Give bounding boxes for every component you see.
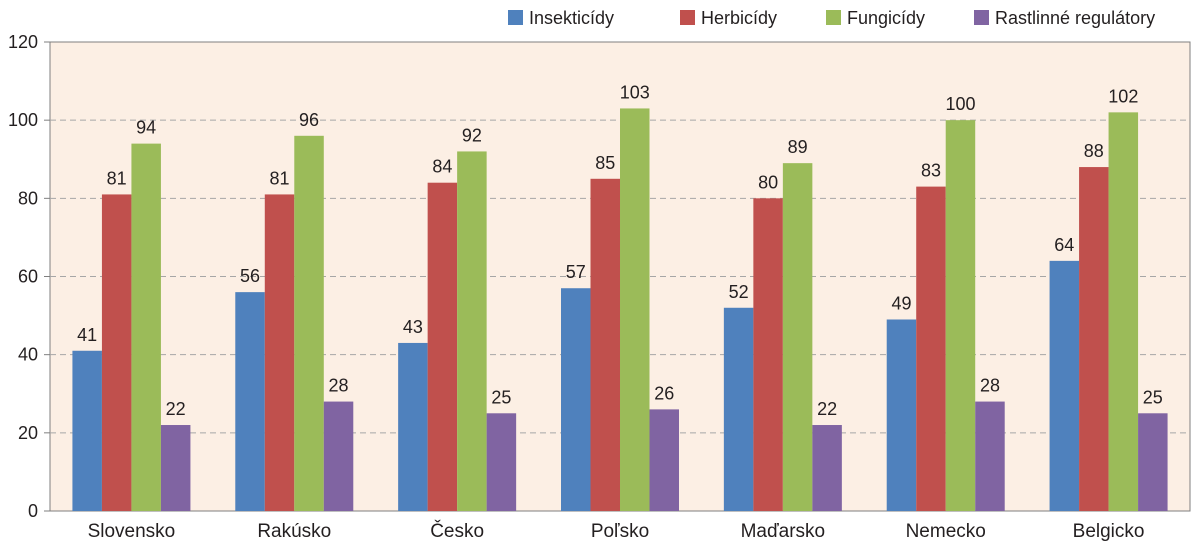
y-tick-label: 60 bbox=[18, 267, 38, 287]
data-label: 81 bbox=[270, 168, 290, 188]
data-label: 88 bbox=[1084, 141, 1104, 161]
y-tick-label: 40 bbox=[18, 345, 38, 365]
data-label: 64 bbox=[1054, 235, 1074, 255]
bar-rastlinné-regulátory-4 bbox=[812, 425, 842, 511]
data-label: 57 bbox=[566, 262, 586, 282]
x-tick-label: Poľsko bbox=[591, 521, 649, 542]
data-labels: 41 81 94 22 56 81 96 28 43 84 92 25 57 85 103 26 52 80 89 2… bbox=[77, 82, 1163, 419]
y-axis: 0 20 40 60 80 100 120 bbox=[8, 32, 50, 521]
bar-rastlinné-regulátory-0 bbox=[160, 425, 191, 511]
y-tick-label: 80 bbox=[18, 188, 38, 208]
data-label: 43 bbox=[403, 317, 423, 337]
bar-herbicídy-1 bbox=[264, 194, 295, 512]
legend-label: Rastlinné regulátory bbox=[995, 8, 1155, 28]
data-label: 25 bbox=[491, 387, 511, 407]
legend-label: Herbicídy bbox=[701, 8, 777, 28]
bar-rastlinné-regulátory-3 bbox=[649, 409, 679, 511]
data-label: 41 bbox=[77, 325, 97, 345]
data-label: 26 bbox=[654, 383, 674, 403]
data-label: 80 bbox=[758, 172, 778, 192]
bar-insekticídy-0 bbox=[72, 350, 102, 511]
x-tick-label: Rakúsko bbox=[257, 521, 331, 542]
data-label: 56 bbox=[240, 266, 260, 286]
data-label: 84 bbox=[432, 157, 452, 177]
x-tick-label: Slovensko bbox=[88, 521, 176, 542]
x-tick-label: Belgicko bbox=[1073, 521, 1145, 542]
legend: Insekticídy Herbicídy Fungicídy Rastlinné r… bbox=[508, 8, 1155, 28]
x-tick-label: Maďarsko bbox=[741, 521, 826, 542]
y-tick-label: 20 bbox=[18, 423, 38, 443]
bar-herbicídy-0 bbox=[101, 194, 132, 512]
legend-swatch-2 bbox=[826, 10, 841, 25]
data-label: 22 bbox=[166, 399, 186, 419]
x-axis: Slovensko Rakúsko Česko Poľsko Maďarsko Nemec… bbox=[88, 520, 1145, 542]
legend-swatch-3 bbox=[974, 10, 989, 25]
bar-insekticídy-4 bbox=[723, 307, 754, 511]
bar-herbicídy-2 bbox=[427, 182, 458, 511]
legend-label: Fungicídy bbox=[847, 8, 925, 28]
data-label: 81 bbox=[107, 168, 127, 188]
x-tick-label: Česko bbox=[430, 520, 484, 542]
bar-fungicídy-1 bbox=[294, 135, 324, 512]
bar-fungicídy-0 bbox=[131, 143, 161, 511]
data-label: 102 bbox=[1108, 86, 1138, 106]
bar-fungicídy-6 bbox=[1108, 112, 1139, 511]
data-label: 96 bbox=[299, 110, 319, 130]
data-label: 85 bbox=[595, 153, 615, 173]
bar-herbicídy-4 bbox=[753, 198, 783, 512]
bar-rastlinné-regulátory-6 bbox=[1138, 413, 1168, 511]
data-label: 28 bbox=[980, 376, 1000, 396]
bar-fungicídy-3 bbox=[620, 108, 650, 512]
data-label: 100 bbox=[945, 94, 975, 114]
data-label: 92 bbox=[462, 125, 482, 145]
bar-insekticídy-1 bbox=[235, 292, 265, 511]
data-label: 25 bbox=[1143, 387, 1163, 407]
data-label: 28 bbox=[329, 376, 349, 396]
data-label: 103 bbox=[620, 82, 650, 102]
bar-herbicídy-5 bbox=[916, 186, 946, 511]
bar-fungicídy-2 bbox=[457, 151, 487, 511]
bar-insekticídy-6 bbox=[1049, 260, 1080, 511]
bars bbox=[72, 108, 1168, 512]
legend-label: Insekticídy bbox=[529, 8, 614, 28]
bar-herbicídy-6 bbox=[1079, 167, 1109, 512]
bar-insekticídy-3 bbox=[561, 288, 591, 511]
data-label: 83 bbox=[921, 161, 941, 181]
data-label: 94 bbox=[136, 118, 156, 138]
data-label: 22 bbox=[817, 399, 837, 419]
data-label: 89 bbox=[788, 137, 808, 157]
legend-swatch-1 bbox=[680, 10, 695, 25]
y-tick-label: 0 bbox=[28, 501, 38, 521]
legend-swatch-0 bbox=[508, 10, 523, 25]
bar-herbicídy-3 bbox=[590, 178, 620, 511]
y-tick-label: 100 bbox=[8, 110, 38, 130]
data-label: 49 bbox=[891, 293, 911, 313]
bar-fungicídy-5 bbox=[945, 120, 976, 512]
y-tick-label: 120 bbox=[8, 32, 38, 52]
data-label: 52 bbox=[729, 282, 749, 302]
bar-insekticídy-5 bbox=[886, 319, 917, 511]
bar-rastlinné-regulátory-5 bbox=[975, 401, 1005, 511]
bar-insekticídy-2 bbox=[398, 342, 428, 511]
bar-rastlinné-regulátory-2 bbox=[486, 413, 517, 511]
x-tick-label: Nemecko bbox=[906, 521, 986, 542]
bar-rastlinné-regulátory-1 bbox=[323, 401, 354, 511]
bar-fungicídy-4 bbox=[782, 163, 813, 512]
